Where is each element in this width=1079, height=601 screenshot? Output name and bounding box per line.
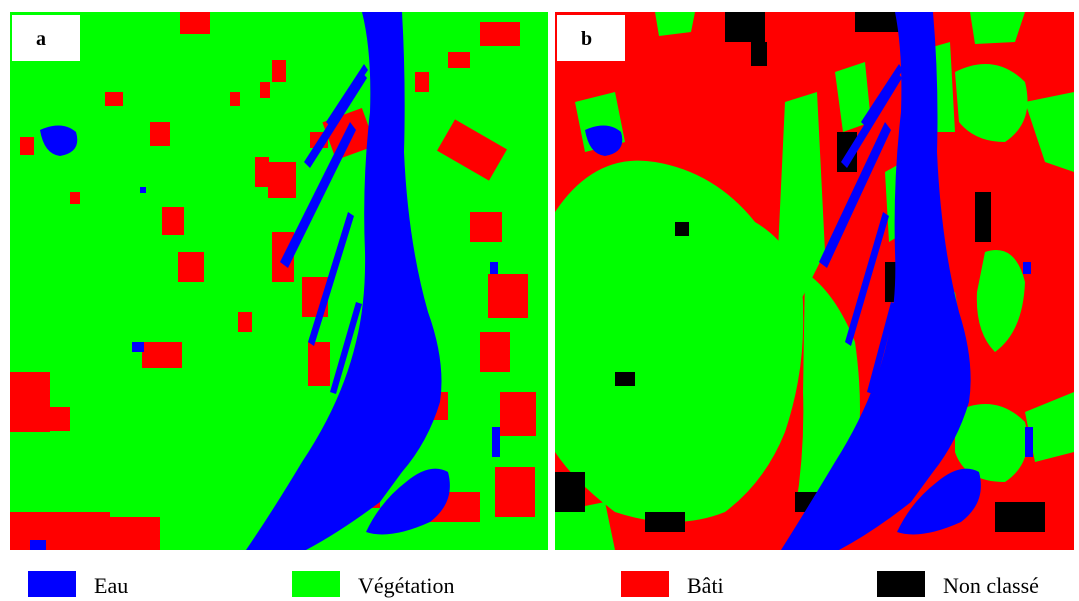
classification-map-a [10,12,548,550]
unclassified-swatch [877,571,925,597]
unclassified-areas [555,12,1045,532]
classification-map-b [555,12,1074,550]
map-panel-b: b [555,12,1074,550]
legend-label-built: Bâti [687,573,724,598]
legend-label-unclassified: Non classé [943,573,1039,598]
built-swatch [621,571,669,597]
water-bodies [585,12,1033,550]
panel-label: a [36,28,46,50]
water-swatch [28,571,76,597]
water-bodies [30,12,500,550]
panel-label-tag: b [557,15,625,61]
legend: Eau Végétation Bâti Non classé [0,568,1079,601]
vegetation-swatch [292,571,340,597]
legend-label-vegetation: Végétation [358,573,455,598]
built-patches [10,12,536,550]
panel-label: b [581,28,593,50]
panel-label-tag: a [12,15,80,61]
legend-label-water: Eau [94,573,129,598]
map-panel-a: a [10,12,548,550]
